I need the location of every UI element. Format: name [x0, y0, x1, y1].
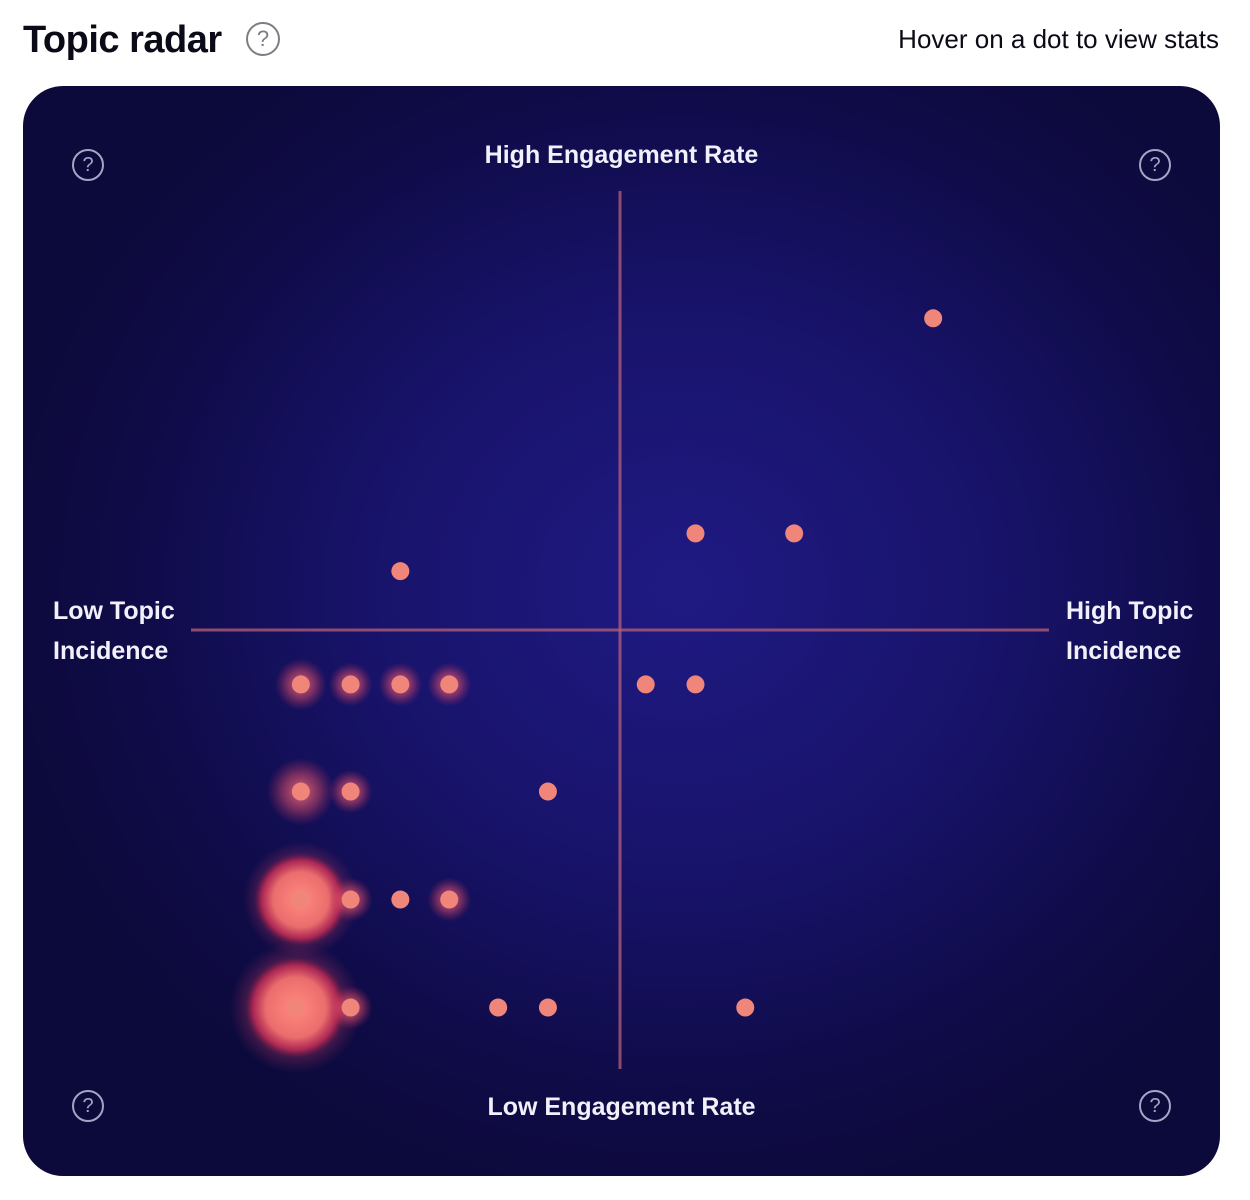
data-point[interactable]: [328, 985, 373, 1030]
data-point-marker[interactable]: [291, 675, 310, 694]
data-point[interactable]: [538, 998, 557, 1017]
data-point-marker[interactable]: [341, 998, 360, 1017]
hover-hint: Hover on a dot to view stats: [898, 24, 1219, 54]
data-point[interactable]: [686, 675, 705, 694]
data-point[interactable]: [427, 877, 472, 922]
data-point[interactable]: [489, 998, 508, 1017]
data-point[interactable]: [378, 662, 423, 707]
data-point[interactable]: [242, 841, 359, 958]
data-point-marker[interactable]: [538, 782, 557, 801]
data-point[interactable]: [785, 524, 804, 543]
data-point-marker[interactable]: [636, 675, 655, 694]
question-circle-icon[interactable]: ?: [72, 1090, 104, 1122]
data-point-marker[interactable]: [341, 890, 360, 909]
data-point[interactable]: [266, 757, 335, 826]
data-point[interactable]: [686, 524, 705, 543]
data-point-marker[interactable]: [924, 309, 943, 328]
low-engagement-label: Low Engagement Rate: [487, 1093, 756, 1121]
data-point-marker[interactable]: [440, 675, 459, 694]
data-point-marker[interactable]: [785, 524, 804, 543]
radar-chart: [191, 191, 1049, 1074]
data-point-marker[interactable]: [391, 675, 410, 694]
data-point-marker[interactable]: [686, 524, 705, 543]
question-circle-icon[interactable]: ?: [72, 149, 104, 181]
data-point[interactable]: [636, 675, 655, 694]
data-point-marker[interactable]: [291, 890, 310, 909]
data-point[interactable]: [391, 890, 410, 909]
data-point-marker[interactable]: [341, 782, 360, 801]
radar-panel: ? ? ? ? High Engagement Rate Low Engagem…: [23, 86, 1220, 1176]
data-point-marker[interactable]: [489, 998, 508, 1017]
data-point-marker[interactable]: [391, 562, 410, 581]
data-point[interactable]: [924, 309, 943, 328]
data-point[interactable]: [391, 562, 410, 581]
high-engagement-label: High Engagement Rate: [484, 141, 759, 169]
data-point-marker[interactable]: [686, 675, 705, 694]
data-point-marker[interactable]: [341, 675, 360, 694]
data-point-marker[interactable]: [391, 890, 410, 909]
data-point-marker[interactable]: [736, 998, 755, 1017]
data-point[interactable]: [538, 782, 557, 801]
data-points: [229, 309, 943, 1074]
data-point[interactable]: [229, 941, 362, 1074]
data-point[interactable]: [274, 658, 327, 711]
question-circle-icon[interactable]: ?: [1139, 149, 1171, 181]
question-circle-icon[interactable]: ?: [1139, 1090, 1171, 1122]
header: Topic radar ? Hover on a dot to view sta…: [0, 0, 1250, 80]
data-point-marker[interactable]: [291, 782, 310, 801]
low-incidence-label: Low Topic Incidence: [53, 597, 175, 665]
data-point-marker[interactable]: [538, 998, 557, 1017]
data-point[interactable]: [427, 662, 472, 707]
data-point-marker[interactable]: [286, 998, 305, 1017]
data-point[interactable]: [328, 877, 373, 922]
data-point[interactable]: [328, 769, 373, 814]
data-point[interactable]: [736, 998, 755, 1017]
data-point-marker[interactable]: [440, 890, 459, 909]
question-circle-icon[interactable]: ?: [246, 22, 280, 56]
high-incidence-label: High Topic Incidence: [1066, 597, 1194, 665]
data-point[interactable]: [328, 662, 373, 707]
page-title: Topic radar: [23, 19, 222, 61]
